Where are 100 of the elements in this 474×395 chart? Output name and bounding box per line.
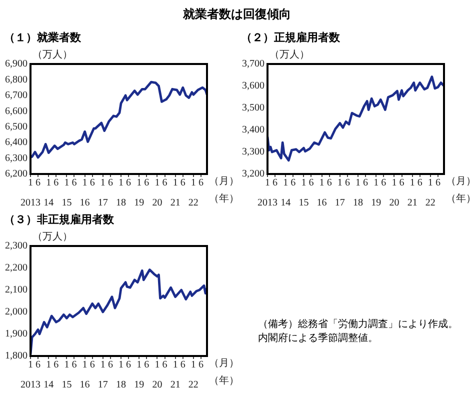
x-tick-label: 6 xyxy=(54,360,59,371)
x-tick-label: 1 xyxy=(190,360,196,371)
x-axis-title: （月） xyxy=(446,176,474,188)
x-tick-label: 1 xyxy=(301,178,306,189)
x-tick-label: 6 xyxy=(381,178,386,189)
x2-axis-title: （年） xyxy=(209,192,239,205)
chart-title: （２）正規雇用者数 xyxy=(240,30,341,46)
x2-tick-label: 2013 xyxy=(258,198,278,209)
x2-tick-label: 21 xyxy=(170,198,180,209)
y-tick-label: 3,500 xyxy=(242,102,264,114)
x2-tick-label: 20 xyxy=(152,380,162,391)
x2-tick-label: 21 xyxy=(407,198,418,209)
x-tick-label: 6 xyxy=(144,178,150,189)
y-axis-title: （万人） xyxy=(32,50,72,61)
y-tick-label: 6,600 xyxy=(5,106,28,117)
x-tick-label: 1 xyxy=(392,178,397,189)
y-tick-label: 6,400 xyxy=(5,137,28,148)
x-tick-label: 1 xyxy=(82,178,88,189)
x-tick-label: 1 xyxy=(337,178,342,189)
y-tick-label: 3,200 xyxy=(242,168,264,180)
x2-tick-label: 17 xyxy=(98,198,108,209)
x2-tick-label: 20 xyxy=(389,198,400,209)
x-tick-label: 6 xyxy=(162,178,168,189)
x-axis-title: （月） xyxy=(209,358,239,370)
x-tick-label: 6 xyxy=(72,360,77,371)
x-tick-label: 1 xyxy=(64,360,70,371)
x-tick-label: 6 xyxy=(326,178,332,189)
x-tick-label: 1 xyxy=(172,178,178,189)
x-tick-label: 6 xyxy=(308,178,314,189)
y-axis-title: （万人） xyxy=(32,232,72,243)
x2-tick-label: 16 xyxy=(316,198,327,209)
x-tick-label: 6 xyxy=(344,178,350,189)
y-axis-title: （万人） xyxy=(270,50,310,61)
x2-tick-label: 18 xyxy=(353,198,364,209)
x2-tick-label: 14 xyxy=(280,198,291,209)
x-tick-label: 1 xyxy=(100,360,106,371)
x-tick-label: 1 xyxy=(118,178,124,189)
y-tick-label: 6,200 xyxy=(5,168,28,180)
x2-tick-label: 21 xyxy=(170,380,180,391)
x2-tick-label: 16 xyxy=(80,198,90,209)
chart-title: （１）就業者数 xyxy=(3,30,82,46)
x2-tick-label: 22 xyxy=(188,198,198,209)
x-tick-label: 6 xyxy=(108,360,113,371)
y-tick-label: 3,600 xyxy=(242,80,264,92)
x-tick-label: 1 xyxy=(154,360,160,371)
x-tick-label: 1 xyxy=(374,178,379,189)
x-tick-label: 1 xyxy=(283,178,288,189)
x2-axis-title: （年） xyxy=(446,192,474,205)
x2-tick-label: 19 xyxy=(371,198,382,209)
x-tick-label: 1 xyxy=(82,360,88,371)
x-tick-label: 6 xyxy=(363,178,368,189)
x-axis-title: （月） xyxy=(209,176,239,188)
x-tick-label: 6 xyxy=(36,178,41,189)
chart-title: （３）非正規雇用者数 xyxy=(3,212,115,228)
y-tick-label: 2,300 xyxy=(5,240,28,252)
x-tick-label: 1 xyxy=(428,178,433,189)
x2-tick-label: 17 xyxy=(334,198,345,209)
x-tick-label: 1 xyxy=(136,360,142,371)
x-tick-label: 1 xyxy=(154,178,160,189)
x-tick-label: 6 xyxy=(180,360,186,371)
x-tick-label: 6 xyxy=(36,360,41,371)
x2-tick-label: 19 xyxy=(134,198,144,209)
x-tick-label: 1 xyxy=(265,178,270,189)
x2-tick-label: 18 xyxy=(116,380,126,391)
y-tick-label: 6,700 xyxy=(5,90,28,102)
x-tick-label: 6 xyxy=(198,360,204,371)
x-tick-label: 1 xyxy=(100,178,106,189)
x-tick-label: 6 xyxy=(198,178,204,189)
x-tick-label: 6 xyxy=(54,178,59,189)
x2-tick-label: 15 xyxy=(62,380,72,391)
y-tick-label: 6,300 xyxy=(5,152,28,164)
x-tick-label: 1 xyxy=(28,178,33,189)
x2-tick-label: 16 xyxy=(80,380,90,391)
x2-tick-label: 20 xyxy=(152,198,162,209)
x2-tick-label: 17 xyxy=(98,380,108,391)
x-tick-label: 6 xyxy=(180,178,186,189)
x-tick-label: 1 xyxy=(172,360,178,371)
text: 就業者数は回復傾向 xyxy=(182,6,292,23)
x-tick-label: 1 xyxy=(356,178,361,189)
x2-tick-label: 2013 xyxy=(20,198,40,209)
x-tick-label: 1 xyxy=(46,178,52,189)
y-tick-label: 2,000 xyxy=(5,306,28,318)
x-tick-label: 6 xyxy=(417,178,422,189)
x-tick-label: 1 xyxy=(410,178,415,189)
x2-tick-label: 22 xyxy=(425,198,436,209)
y-tick-label: 1,900 xyxy=(5,328,28,340)
x-tick-label: 1 xyxy=(28,360,33,371)
x-tick-label: 6 xyxy=(126,360,132,371)
x-tick-label: 6 xyxy=(162,360,168,371)
y-tick-label: 6,800 xyxy=(5,74,28,86)
text: （備考）総務省「労働力調査」により作成。内閣府による季節調整値。 xyxy=(258,318,459,346)
y-tick-label: 6,500 xyxy=(5,121,28,132)
x2-tick-label: 15 xyxy=(298,198,309,209)
y-tick-label: 1,800 xyxy=(5,350,28,362)
x2-tick-label: 14 xyxy=(44,198,54,209)
x2-tick-label: 18 xyxy=(116,198,126,209)
x-tick-label: 1 xyxy=(46,360,52,371)
x-tick-label: 6 xyxy=(399,178,404,189)
x2-tick-label: 15 xyxy=(62,198,72,209)
x-tick-label: 6 xyxy=(144,360,150,371)
